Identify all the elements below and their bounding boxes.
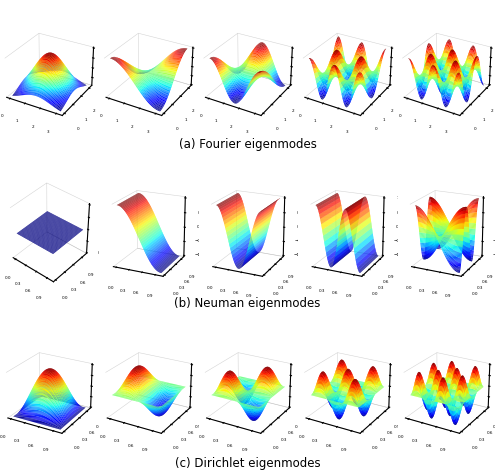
- Text: (b) Neuman eigenmodes: (b) Neuman eigenmodes: [174, 297, 321, 311]
- Text: (c) Dirichlet eigenmodes: (c) Dirichlet eigenmodes: [175, 457, 320, 470]
- Text: (a) Fourier eigenmodes: (a) Fourier eigenmodes: [179, 138, 316, 151]
